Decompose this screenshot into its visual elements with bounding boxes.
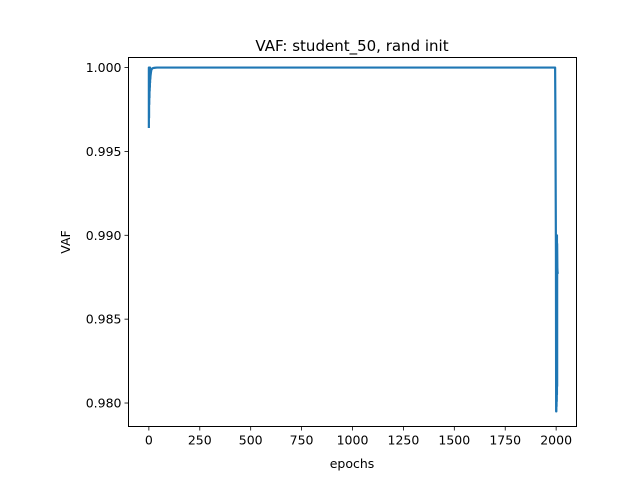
- plot-frame: [128, 57, 577, 427]
- chart-title: VAF: student_50, rand init: [255, 37, 448, 56]
- x-tick-label: 1750: [489, 433, 521, 448]
- y-tick-label: 0.980: [86, 396, 122, 411]
- x-tick-label: 0: [145, 433, 153, 448]
- y-tick-label: 0.985: [86, 312, 122, 327]
- x-tick-label: 250: [188, 433, 212, 448]
- axis-ticks: 0 250 500 750 1000 1250 1500 1750 2000 0.980 0.985…: [86, 60, 572, 447]
- y-axis-label: VAF: [58, 230, 73, 254]
- x-tick-label: 1500: [438, 433, 470, 448]
- y-tick-label: 0.990: [86, 228, 122, 243]
- x-tick-label: 1000: [337, 433, 369, 448]
- series-line: [147, 66, 559, 413]
- plot-lines: [147, 66, 559, 413]
- x-tick-label: 500: [239, 433, 263, 448]
- y-tick-label: 0.995: [86, 144, 122, 159]
- x-axis-label: epochs: [330, 456, 375, 471]
- x-tick-label: 2000: [540, 433, 572, 448]
- x-tick-label: 1250: [388, 433, 420, 448]
- y-tick-label: 1.000: [86, 60, 122, 75]
- x-tick-label: 750: [290, 433, 314, 448]
